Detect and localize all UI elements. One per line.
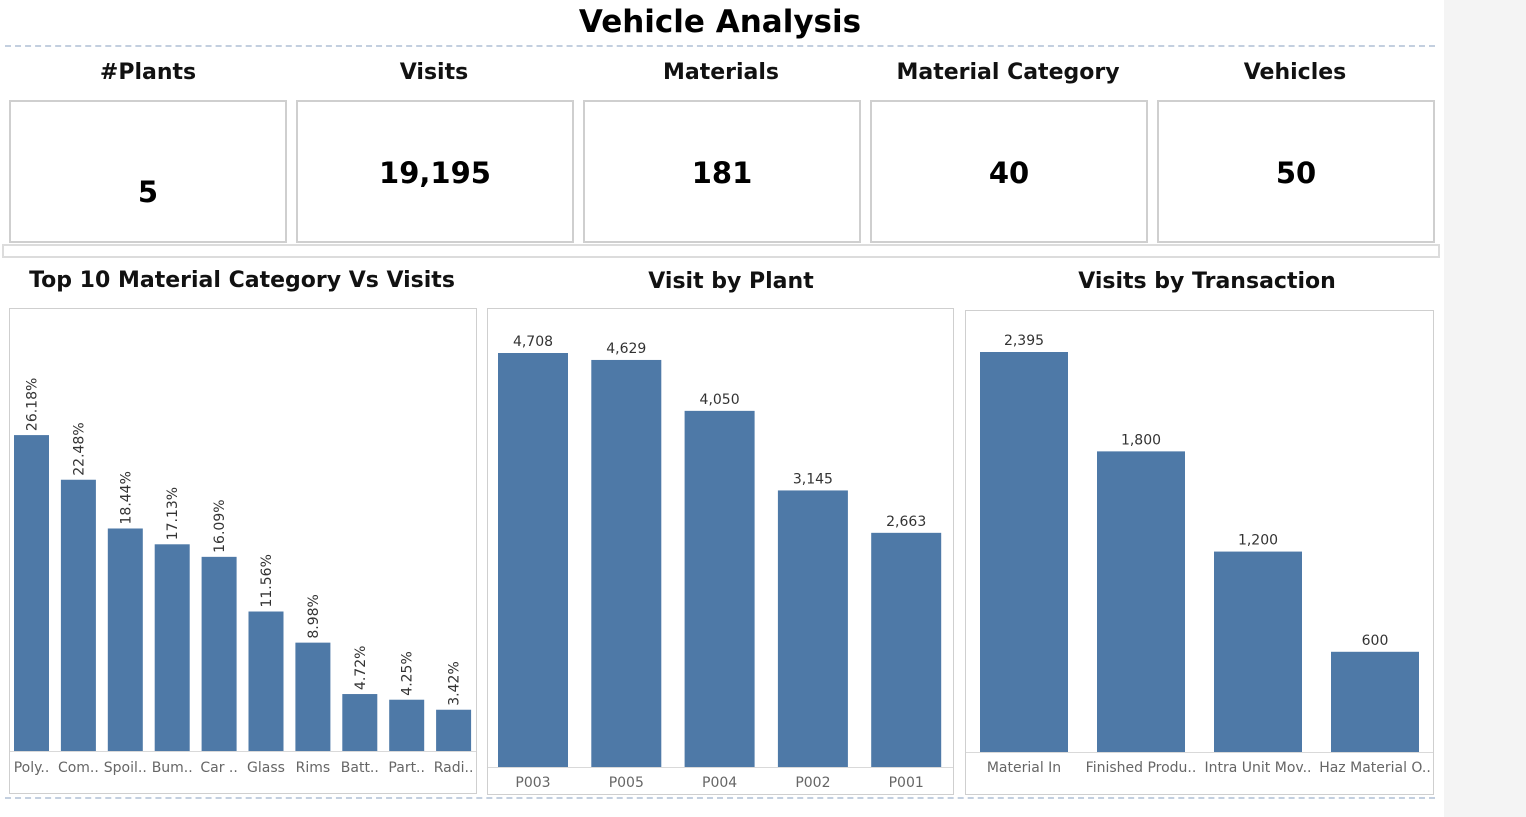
data-label-material-category-8: 4.72% — [353, 646, 369, 690]
tick-label-material-category-9: Part.. — [388, 760, 425, 776]
data-label-material-category-7: 8.98% — [306, 594, 322, 638]
data-label-material-category-10: 3.42% — [447, 661, 463, 705]
bar-material-category-5[interactable] — [201, 556, 237, 751]
bar-plant-5[interactable] — [871, 532, 942, 767]
bar-transaction-4[interactable] — [1331, 651, 1419, 752]
section-divider — [2, 244, 1440, 258]
kpi-value-plants: 5 — [137, 175, 159, 209]
kpi-label-visits: Visits — [399, 60, 469, 85]
data-label-material-category-2: 22.48% — [71, 422, 87, 475]
chart-title-visit-by-plant: Visit by Plant — [648, 269, 814, 294]
data-label-material-category-6: 11.56% — [259, 554, 275, 607]
header-separator — [5, 45, 1435, 47]
bar-material-category-4[interactable] — [154, 544, 190, 751]
chart-visits-by-transaction[interactable]: 2,395 Material In 1,800 Finished Produ.. 1,2… — [965, 310, 1434, 795]
data-label-material-category-1: 26.18% — [25, 378, 41, 431]
footer-separator — [5, 797, 1435, 799]
dashboard-title: Vehicle Analysis — [578, 4, 862, 40]
bar-transaction-1[interactable] — [980, 352, 1068, 752]
data-label-material-category-9: 4.25% — [400, 651, 416, 695]
data-label-transaction-1: 2,395 — [1004, 333, 1044, 349]
tick-label-material-category-2: Com.. — [58, 760, 99, 776]
bar-material-category-3[interactable] — [107, 528, 143, 751]
bar-material-category-2[interactable] — [60, 479, 96, 751]
data-label-material-category-3: 18.44% — [118, 471, 134, 524]
bar-transaction-2[interactable] — [1097, 451, 1185, 752]
bar-material-category-9[interactable] — [389, 699, 425, 751]
bar-material-category-6[interactable] — [248, 611, 284, 751]
data-label-plant-1: 4,708 — [513, 334, 553, 350]
tick-label-material-category-10: Radi.. — [434, 760, 474, 776]
chart-visits-by-transaction-svg: 2,395 Material In 1,800 Finished Produ.. 1,2… — [966, 333, 1433, 776]
tick-label-material-category-4: Bum.. — [152, 760, 193, 776]
tick-label-material-category-6: Glass — [247, 760, 285, 776]
kpi-card-plants[interactable]: 5 — [9, 100, 287, 243]
tick-label-transaction-1: Material In — [987, 760, 1061, 776]
tick-label-plant-3: P004 — [702, 775, 737, 791]
tick-label-plant-1: P003 — [515, 775, 550, 791]
data-label-plant-3: 4,050 — [700, 392, 740, 408]
chart-title-material-category: Top 10 Material Category Vs Visits — [29, 268, 455, 293]
kpi-label-material-category: Material Category — [896, 60, 1120, 85]
right-gutter — [1444, 0, 1526, 817]
data-label-transaction-4: 600 — [1362, 633, 1389, 649]
data-label-material-category-5: 16.09% — [212, 499, 228, 552]
bar-plant-2[interactable] — [591, 359, 662, 767]
tick-label-transaction-4: Haz Material O.. — [1319, 760, 1431, 776]
kpi-label-vehicles: Vehicles — [1243, 60, 1347, 85]
tick-label-material-category-1: Poly.. — [14, 760, 50, 776]
chart-visit-by-plant[interactable]: 4,708 P003 4,629 P005 4,050 P004 3,145 P002 2,66… — [487, 308, 954, 795]
kpi-value-material-category: 40 — [988, 156, 1030, 190]
data-label-plant-4: 3,145 — [793, 471, 833, 487]
tick-label-plant-4: P002 — [795, 775, 830, 791]
bar-material-category-7[interactable] — [295, 642, 331, 751]
kpi-card-materials[interactable]: 181 — [583, 100, 861, 243]
kpi-card-vehicles[interactable]: 50 — [1157, 100, 1435, 243]
chart-title-visits-by-transaction: Visits by Transaction — [1078, 269, 1336, 294]
bar-plant-4[interactable] — [777, 490, 848, 767]
data-label-transaction-2: 1,800 — [1121, 432, 1161, 448]
tick-label-transaction-2: Finished Produ.. — [1086, 760, 1197, 776]
data-label-plant-2: 4,629 — [606, 341, 646, 357]
chart-visit-by-plant-svg: 4,708 P003 4,629 P005 4,050 P004 3,145 P002 2,66… — [488, 334, 953, 791]
kpi-label-materials: Materials — [662, 60, 780, 85]
tick-label-material-category-7: Rims — [296, 760, 331, 776]
kpi-value-vehicles: 50 — [1275, 156, 1317, 190]
data-label-plant-5: 2,663 — [886, 514, 926, 530]
bar-material-category-8[interactable] — [342, 694, 378, 751]
bar-plant-3[interactable] — [684, 410, 755, 767]
bar-material-category-1[interactable] — [14, 435, 49, 751]
chart-material-category-svg: 26.18% Poly.. 22.48% Com.. 18.44% Spoil.. 17.1… — [10, 378, 476, 776]
tick-label-plant-5: P001 — [889, 775, 924, 791]
kpi-label-plants: #Plants — [99, 60, 197, 85]
chart-material-category[interactable]: 26.18% Poly.. 22.48% Com.. 18.44% Spoil.. 17.1… — [9, 308, 477, 794]
bar-plant-1[interactable] — [498, 353, 568, 767]
kpi-value-materials: 181 — [691, 156, 753, 190]
tick-label-transaction-3: Intra Unit Mov.. — [1205, 760, 1312, 776]
data-label-transaction-3: 1,200 — [1238, 533, 1278, 549]
tick-label-material-category-8: Batt.. — [341, 760, 379, 776]
kpi-value-visits: 19,195 — [379, 156, 491, 190]
kpi-card-material-category[interactable]: 40 — [870, 100, 1148, 243]
kpi-card-visits[interactable]: 19,195 — [296, 100, 574, 243]
data-label-material-category-4: 17.13% — [165, 487, 181, 540]
tick-label-material-category-5: Car .. — [200, 760, 237, 776]
bar-material-category-10[interactable] — [436, 709, 472, 751]
tick-label-plant-2: P005 — [609, 775, 644, 791]
bar-transaction-3[interactable] — [1214, 551, 1302, 752]
tick-label-material-category-3: Spoil.. — [104, 760, 147, 776]
